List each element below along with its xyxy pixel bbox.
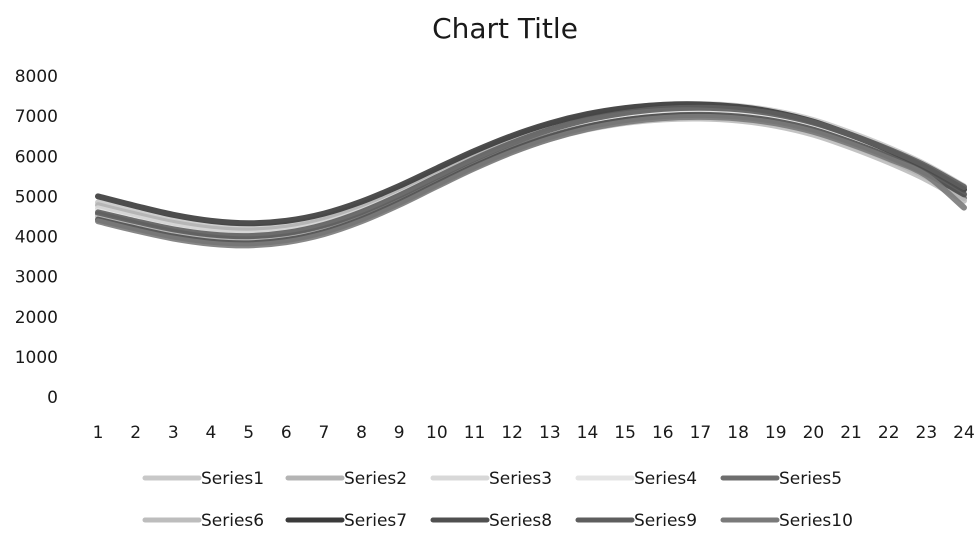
y-tick-label: 7000 [15,107,58,127]
legend-label-10: Series10 [779,511,853,531]
plot-area [95,101,967,249]
series-line-1 [95,101,967,231]
x-tick-label: 16 [652,423,674,443]
y-tick-label: 8000 [15,67,58,87]
x-tick-label: 13 [539,423,561,443]
x-tick-label: 7 [318,423,329,443]
x-tick-label: 21 [840,423,862,443]
legend-label-7: Series7 [344,511,407,531]
y-tick-label: 4000 [15,228,58,248]
y-tick-label: 2000 [15,308,58,328]
series-line-7 [95,101,967,227]
x-tick-label: 20 [803,423,825,443]
x-tick-label: 9 [394,423,405,443]
legend-label-6: Series6 [201,511,264,531]
x-axis: 1 2 3 4 5 6 7 8 9 10 11 12 13 14 15 16 17 18 19 20 21 22 23 24 [93,423,975,443]
legend: Series1 Series2 Series3 Series4 Series5 Serie… [142,469,853,531]
x-tick-label: 24 [953,423,975,443]
x-tick-label: 12 [501,423,523,443]
y-tick-label: 6000 [15,147,58,167]
x-tick-label: 15 [614,423,636,443]
series-line-10 [95,113,967,249]
x-tick-label: 5 [243,423,254,443]
x-tick-label: 23 [916,423,938,443]
legend-label-4: Series4 [634,469,697,489]
y-tick-label: 1000 [15,348,58,368]
x-tick-label: 18 [727,423,749,443]
x-tick-label: 6 [281,423,292,443]
x-tick-label: 17 [690,423,712,443]
legend-label-2: Series2 [344,469,407,489]
legend-label-5: Series5 [779,469,842,489]
x-tick-label: 2 [130,423,141,443]
x-tick-label: 8 [356,423,367,443]
legend-label-3: Series3 [489,469,552,489]
x-tick-label: 11 [464,423,486,443]
x-tick-label: 4 [206,423,217,443]
y-axis: 0 1000 2000 3000 4000 5000 6000 7000 8000 [15,67,58,408]
y-tick-label: 0 [47,388,58,408]
y-tick-label: 3000 [15,268,58,288]
x-tick-label: 19 [765,423,787,443]
x-tick-label: 10 [426,423,448,443]
legend-label-8: Series8 [489,511,552,531]
x-tick-label: 14 [577,423,599,443]
x-tick-label: 1 [93,423,104,443]
x-tick-label: 22 [878,423,900,443]
series-line-9 [95,104,967,240]
x-tick-label: 3 [168,423,179,443]
y-tick-label: 5000 [15,187,58,207]
legend-label-1: Series1 [201,469,264,489]
legend-label-9: Series9 [634,511,697,531]
chart-title: Chart Title [432,12,578,45]
